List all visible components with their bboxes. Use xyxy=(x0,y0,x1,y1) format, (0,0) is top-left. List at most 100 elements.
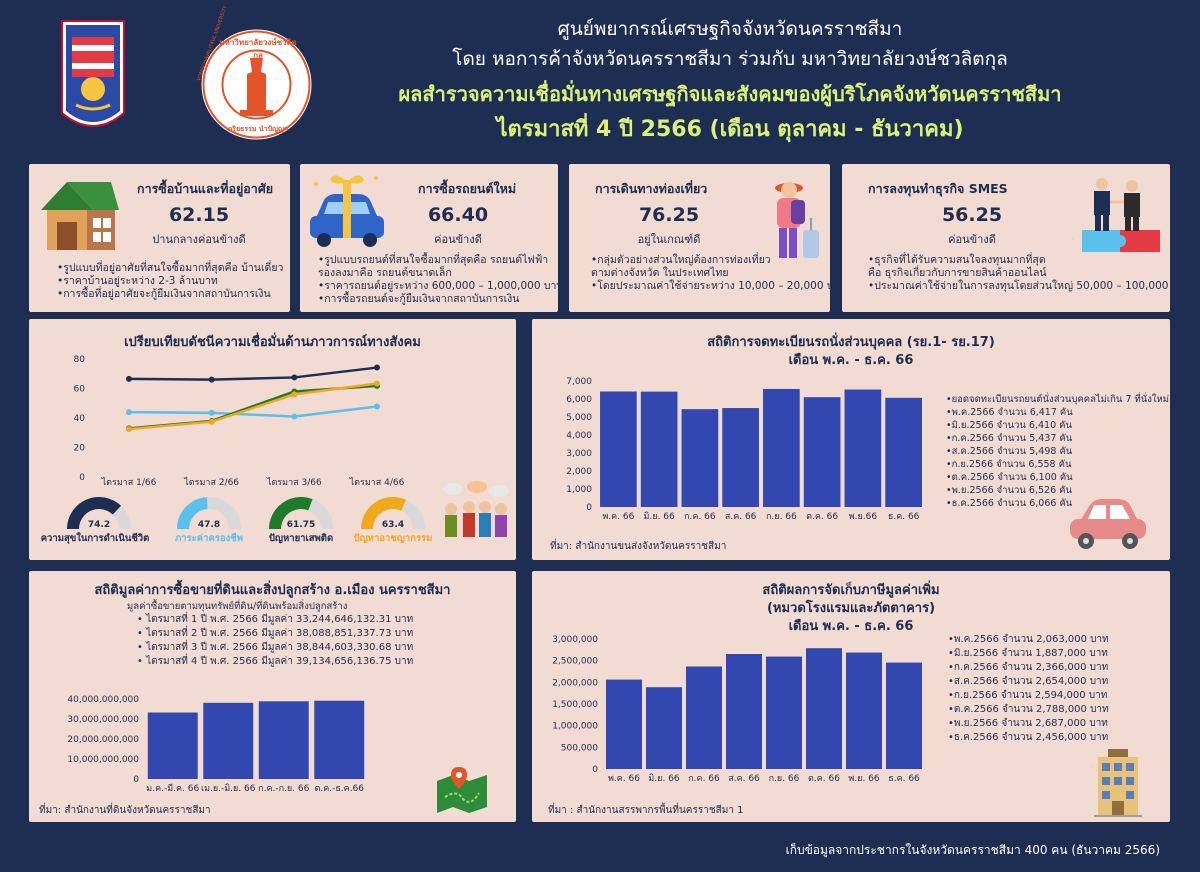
vehicle-source: ที่มา: สำนักงานขนส่งจังหวัดนครราชสีมา xyxy=(550,541,727,552)
gauge-3: 63.4 xyxy=(361,497,425,530)
vehicle-x-tick: ส.ค. 66 xyxy=(725,512,757,522)
land-bar xyxy=(258,701,309,779)
card-housing-value: 62.15 xyxy=(168,204,230,226)
land-bar-chart: 0 10,000,000,000 20,000,000,000 30,000,000,… xyxy=(67,695,365,794)
vat-x-tick: ก.ค. 66 xyxy=(688,774,720,784)
vat-source: ที่มา : สำนักงานสรรพากรพื้นที่นครราชสีมา… xyxy=(548,805,744,816)
vehicle-x-tick: ก.ย. 66 xyxy=(766,512,797,522)
header-line-1: ศูนย์พยากรณ์เศรษฐกิจจังหวัดนครราชสีมา xyxy=(557,18,903,40)
vehicle-y-tick: 4,000 xyxy=(566,431,592,441)
line-y-tick: 0 xyxy=(79,473,85,483)
map-pin-icon xyxy=(433,767,491,817)
card-car-bullets: •รูปแบบรถยนต์ที่สนใจซื้อมากที่สุดคือ รถย… xyxy=(318,254,558,305)
line-point xyxy=(126,426,132,433)
line-x-tick: ไตรมาส 4/66 xyxy=(349,477,405,487)
vehicle-registration-panel: สถิติการจดทะเบียนรถนั่งส่วนบุคคล (รย.1- … xyxy=(532,319,1170,560)
vehicle-x-tick: พ.ย.66 xyxy=(849,512,878,522)
line-point xyxy=(291,413,298,420)
gauge-value: 74.2 xyxy=(88,520,110,530)
land-bar xyxy=(314,700,365,779)
vehicle-x-tick: พ.ค. 66 xyxy=(602,512,634,522)
gauge-label-cost-of-living: ภาระค่าครองชีพ xyxy=(174,533,243,544)
traveler-icon xyxy=(767,174,827,268)
vehicle-bar xyxy=(600,391,637,507)
vehicle-x-tick: มิ.ย. 66 xyxy=(644,511,676,522)
vat-title-3: เดือน พ.ค. - ธ.ค. 66 xyxy=(788,619,914,634)
vehicle-bar xyxy=(885,397,922,507)
vat-legend: •พ.ค.2566 จำนวน 2,063,000 บาท •มิ.ย.2566… xyxy=(948,634,1109,743)
land-bar xyxy=(203,702,254,779)
gauge-value: 61.75 xyxy=(287,520,315,530)
card-sme-title: การลงทุนทำธุรกิจ SMES xyxy=(868,181,1008,196)
gauge-row: 74.2 47.8 61.75 63.4 ความสุขในการดำเนินชีวิ… xyxy=(29,489,516,559)
social-line-chart: 0 20 40 60 80 ไตรมาส 1/66 ไตรมาส 2/66 ไตรมาส 3/… xyxy=(74,355,405,487)
vat-bar xyxy=(846,652,882,769)
card-housing: การซื้อบ้านและที่อยู่อาศัย 62.15 ปานกลาง… xyxy=(29,164,290,312)
hotel-building-icon xyxy=(1094,747,1142,821)
land-x-tick: ต.ค.-ธ.ค.66 xyxy=(314,784,364,794)
vehicle-bar xyxy=(640,391,678,507)
vat-bar xyxy=(886,662,922,769)
vat-x-tick: ก.ย. 66 xyxy=(769,774,800,784)
land-y-tick: 10,000,000,000 xyxy=(67,755,139,765)
vehicle-y-tick: 5,000 xyxy=(566,413,592,423)
line-point xyxy=(208,418,215,425)
vehicle-bar xyxy=(763,388,800,507)
vat-x-tick: พ.ค. 66 xyxy=(608,774,640,784)
vat-collection-panel: สถิติผลการจัดเก็บภาษีมูลค่าเพิ่ม (หมวดโร… xyxy=(532,571,1170,822)
gauge-value: 63.4 xyxy=(382,520,404,530)
card-travel-level: อยู่ในเกณฑ์ดี xyxy=(637,233,701,246)
vat-y-tick: 2,000,000 xyxy=(552,678,598,688)
line-series-0 xyxy=(128,366,378,381)
card-sme-value: 56.25 xyxy=(941,204,1003,226)
vehicle-y-tick: 3,000 xyxy=(566,449,592,459)
vehicle-x-tick: ต.ค. 66 xyxy=(806,512,838,522)
vat-y-tick: 500,000 xyxy=(561,743,598,753)
line-y-tick: 20 xyxy=(74,444,86,454)
land-y-tick: 40,000,000,000 xyxy=(67,695,139,705)
gauge-fill xyxy=(361,497,407,530)
card-car-value: 66.40 xyxy=(427,204,489,226)
land-bar xyxy=(147,712,198,779)
vat-x-tick: ต.ค. 66 xyxy=(808,774,840,784)
card-car-level: ค่อนข้างดี xyxy=(434,233,482,246)
vat-title-2: (หมวดโรงแรมและภัตตาคาร) xyxy=(766,601,936,616)
land-y-tick: 30,000,000,000 xyxy=(67,715,139,725)
social-index-title: เปรียบเทียบดัชนีความเชื่อมั่นด้านภาวการณ… xyxy=(124,335,421,350)
vat-bar xyxy=(806,648,842,769)
card-housing-title: การซื้อบ้านและที่อยู่อาศัย xyxy=(137,181,274,196)
gauge-2: 61.75 xyxy=(269,497,333,530)
chamber-of-commerce-logo xyxy=(58,17,128,139)
vat-y-tick: 3,000,000 xyxy=(552,635,598,645)
land-x-tick: ม.ค.-มี.ค. 66 xyxy=(146,783,199,794)
line-point xyxy=(374,364,380,371)
line-x-tick: ไตรมาส 3/66 xyxy=(266,477,322,487)
card-housing-level: ปานกลางค่อนข้างดี xyxy=(152,233,246,246)
land-source: ที่มา: สำนักงานที่ดินจังหวัดนครราชสีมา xyxy=(39,805,211,816)
vehicle-y-tick: 7,000 xyxy=(566,377,592,387)
land-y-tick: 0 xyxy=(133,775,139,785)
line-point xyxy=(208,376,215,383)
business-puzzle-icon xyxy=(1080,174,1164,260)
vehicle-title-2: เดือน พ.ค. - ธ.ค. 66 xyxy=(788,353,914,368)
footer-note: เก็บข้อมูลจากประชากรในจังหวัดนครราชสีมา … xyxy=(785,843,1160,857)
vat-bar xyxy=(726,653,762,769)
vat-x-tick: ธ.ค. 66 xyxy=(888,774,920,784)
land-x-tick: ก.ค.-ก.ย. 66 xyxy=(258,784,309,794)
university-logo-text-top: มหาวิทยาลัยวงษ์ชวลิตกุล xyxy=(219,38,297,60)
house-icon xyxy=(37,174,121,258)
university-logo-text-bottom: จริยธรรม นำปัญญา xyxy=(228,125,288,133)
line-y-tick: 60 xyxy=(74,385,86,395)
gauge-label-happiness: ความสุขในการดำเนินชีวิต xyxy=(40,533,150,544)
vat-bar xyxy=(606,679,642,769)
vehicle-title-1: สถิติการจดทะเบียนรถนั่งส่วนบุคคล (รย.1- … xyxy=(707,335,995,350)
line-series-3 xyxy=(128,382,378,431)
line-point xyxy=(291,391,298,398)
vehicle-bar xyxy=(844,389,882,507)
card-sme: การลงทุนทำธุรกิจ SMES 56.25 ค่อนข้างดี •… xyxy=(842,164,1170,312)
gauge-value: 47.8 xyxy=(198,520,220,530)
vehicle-y-tick: 0 xyxy=(586,503,592,513)
vehicle-bar xyxy=(803,397,841,507)
card-housing-bullets: •รูปแบบที่อยู่อาศัยที่สนใจซื้อมากที่สุดค… xyxy=(57,262,284,300)
gauge-label-drugs: ปัญหายาเสพติด xyxy=(268,533,334,544)
